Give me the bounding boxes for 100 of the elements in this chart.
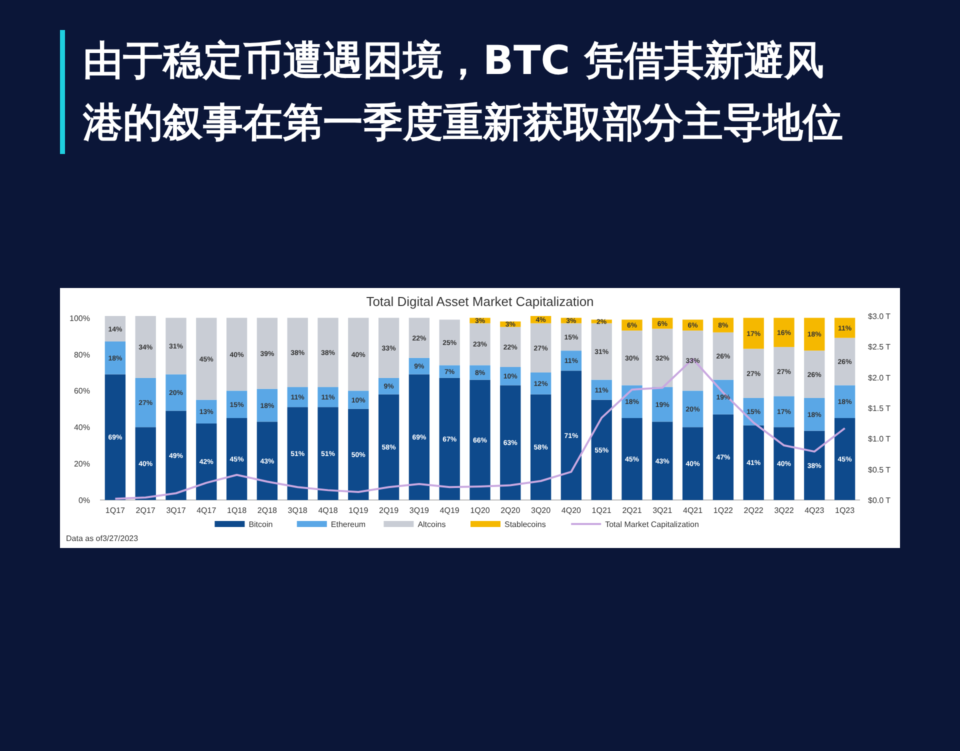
- x-tick-label: 2Q17: [136, 506, 156, 515]
- legend-label: Total Market Capitalization: [605, 520, 699, 529]
- bar: [500, 385, 521, 500]
- bar: [470, 323, 490, 366]
- bar: [804, 430, 825, 500]
- y2-tick-label: $3.0 T: [868, 312, 891, 321]
- bar: [226, 318, 248, 391]
- bar: [256, 388, 278, 422]
- bar: [166, 318, 186, 374]
- bar: [408, 374, 430, 500]
- legend-label: Ethereum: [330, 520, 366, 529]
- bar: [682, 427, 704, 500]
- x-tick-label: 3Q19: [409, 506, 430, 515]
- bar: [682, 330, 704, 391]
- legend-label: Bitcoin: [248, 520, 273, 529]
- bar: [226, 390, 248, 418]
- bar: [652, 328, 673, 388]
- bar: [470, 380, 490, 500]
- x-tick-label: 1Q18: [227, 506, 248, 515]
- bar: [712, 332, 734, 380]
- x-tick-label: 4Q20: [561, 506, 582, 515]
- bar: [834, 418, 856, 500]
- bar: [804, 318, 825, 351]
- x-tick-label: 3Q18: [288, 506, 308, 515]
- bar: [226, 418, 248, 500]
- legend-label: Stablecoins: [504, 520, 546, 529]
- chart-title: 由于稳定币遭遇困境，BTC 凭借其新避风港的叙事在第一季度重新获取部分主导地位: [60, 30, 853, 154]
- x-tick-label: 1Q22: [713, 506, 734, 515]
- x-tick-label: 3Q21: [652, 506, 673, 515]
- bar: [135, 316, 156, 378]
- bar: [318, 318, 338, 388]
- bar: [804, 350, 825, 398]
- bar: [196, 423, 217, 500]
- bar: [256, 422, 278, 500]
- bar: [774, 396, 794, 428]
- bar: [104, 342, 126, 374]
- bar: [834, 385, 856, 418]
- x-tick-label: 4Q17: [196, 506, 217, 515]
- bar: [774, 318, 794, 347]
- bar: [256, 318, 278, 389]
- bar: [591, 400, 612, 500]
- bar: [135, 427, 156, 500]
- x-tick-label: 1Q19: [348, 506, 369, 515]
- text: Data as of3/27/2023: [66, 534, 139, 543]
- bar: [439, 378, 460, 500]
- x-tick-label: 2Q19: [379, 506, 400, 515]
- y2-tick-label: $1.5 T: [868, 404, 891, 413]
- y2-tick-label: $2.5 T: [868, 342, 891, 352]
- bar: [318, 387, 338, 408]
- bar: [166, 374, 186, 411]
- bar: [378, 394, 400, 500]
- x-tick-label: 2Q18: [257, 506, 278, 515]
- bar: [196, 318, 217, 400]
- bar: [135, 378, 156, 428]
- y-tick-label: 100%: [70, 314, 90, 323]
- y2-tick-label: $0.0 T: [868, 496, 891, 505]
- bar: [500, 326, 521, 368]
- y2-tick-label: $1.0 T: [868, 434, 891, 444]
- y-tick-label: 40%: [74, 423, 90, 432]
- x-tick-label: 4Q18: [318, 506, 338, 515]
- x-tick-label: 2Q22: [744, 506, 764, 515]
- bar: [470, 365, 490, 380]
- bar: [804, 398, 825, 431]
- x-tick-label: 2Q21: [622, 506, 642, 515]
- bar: [622, 330, 642, 386]
- y-tick-label: 0%: [78, 496, 90, 505]
- x-tick-label: 2Q20: [500, 506, 521, 515]
- bar: [743, 348, 764, 398]
- bar: [439, 320, 460, 366]
- bar: [348, 408, 369, 500]
- y2-tick-label: $2.0 T: [868, 373, 891, 382]
- bar: [287, 407, 308, 500]
- bar: [774, 427, 794, 500]
- x-tick-label: 3Q22: [774, 506, 794, 515]
- bar: [712, 414, 734, 500]
- bar: [560, 370, 582, 500]
- x-tick-label: 1Q17: [105, 506, 126, 515]
- y-tick-label: 20%: [74, 460, 90, 469]
- bar: [530, 323, 552, 372]
- bar: [622, 418, 642, 500]
- x-tick-label: 3Q17: [166, 506, 186, 515]
- bar: [652, 422, 673, 500]
- bar: [834, 338, 856, 386]
- legend-label: Altcoins: [418, 520, 446, 529]
- chart-subtitle: Total Digital Asset Market Capitalization: [366, 294, 594, 309]
- bar: [530, 394, 552, 500]
- bar: [287, 318, 308, 388]
- bar: [591, 323, 612, 380]
- bar: [408, 318, 430, 358]
- bar: [682, 390, 704, 428]
- y-tick-label: 80%: [74, 350, 90, 360]
- x-tick-label: 1Q23: [835, 506, 856, 515]
- x-tick-label: 4Q21: [683, 506, 704, 515]
- bar: [743, 318, 764, 349]
- x-tick-label: 1Q21: [592, 506, 612, 515]
- y2-tick-label: $0.5 T: [868, 465, 891, 474]
- bar: [348, 318, 369, 391]
- bar: [318, 407, 338, 500]
- x-tick-label: 4Q19: [440, 506, 460, 515]
- x-tick-label: 4Q23: [804, 506, 825, 515]
